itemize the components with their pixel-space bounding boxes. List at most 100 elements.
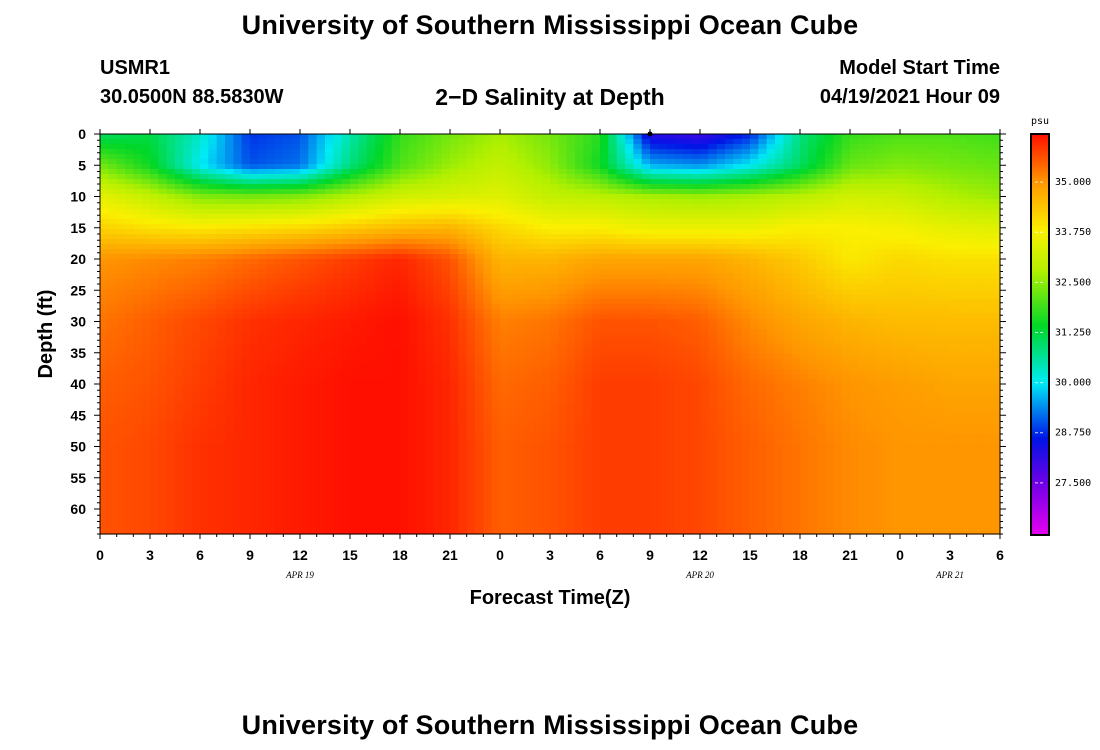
heatmap-cell: [525, 314, 534, 320]
heatmap-cell: [641, 174, 651, 180]
heatmap-cell: [166, 344, 176, 350]
heatmap-cell: [841, 324, 851, 330]
heatmap-cell: [908, 184, 918, 190]
heatmap-cell: [283, 264, 293, 270]
heatmap-cell: [308, 314, 318, 320]
heatmap-cell: [441, 229, 451, 235]
heatmap-cell: [625, 314, 634, 320]
heatmap-cell: [325, 184, 334, 190]
heatmap-cell: [833, 224, 843, 230]
heatmap-cell: [800, 214, 809, 220]
heatmap-cell: [133, 294, 143, 300]
heatmap-cell: [950, 169, 959, 175]
heatmap-cell: [675, 154, 684, 160]
heatmap-cell: [658, 244, 668, 250]
heatmap-cell: [166, 174, 176, 180]
heatmap-cell: [333, 204, 343, 210]
heatmap-cell: [558, 214, 568, 220]
heatmap-cell: [858, 169, 868, 175]
heatmap-cell: [208, 364, 218, 370]
heatmap-cell: [250, 229, 259, 235]
heatmap-cell: [491, 234, 501, 240]
heatmap-cell: [500, 259, 509, 265]
heatmap-cell: [991, 184, 1001, 190]
heatmap-cell: [250, 164, 259, 170]
heatmap-cell: [925, 349, 934, 355]
heatmap-cell: [458, 219, 468, 225]
heatmap-cell: [666, 229, 676, 235]
heatmap-cell: [100, 134, 109, 140]
heatmap-cell: [408, 139, 418, 145]
heatmap-cell: [316, 169, 326, 175]
heatmap-cell: [941, 159, 951, 165]
heatmap-cell: [800, 134, 809, 140]
heatmap-cell: [766, 179, 776, 185]
heatmap-cell: [625, 234, 634, 240]
heatmap-cell: [925, 309, 934, 315]
heatmap-cell: [916, 274, 926, 280]
heatmap-cell: [825, 219, 834, 225]
heatmap-cell: [758, 214, 768, 220]
heatmap-cell: [700, 354, 709, 360]
heatmap-cell: [583, 144, 593, 150]
heatmap-cell: [500, 229, 509, 235]
heatmap-cell: [175, 294, 184, 300]
heatmap-cell: [325, 174, 334, 180]
heatmap-cell: [666, 324, 676, 330]
heatmap-cell: [366, 144, 376, 150]
heatmap-cell: [575, 149, 584, 155]
heatmap-cell: [991, 344, 1001, 350]
heatmap-cell: [841, 289, 851, 295]
heatmap-cell: [533, 264, 543, 270]
heatmap-cell: [133, 234, 143, 240]
heatmap-cell: [750, 154, 759, 160]
heatmap-cell: [200, 224, 209, 230]
heatmap-cell: [600, 299, 609, 305]
heatmap-cell: [408, 304, 418, 310]
heatmap-cell: [958, 259, 968, 265]
heatmap-cell: [825, 209, 834, 215]
heatmap-cell: [308, 229, 318, 235]
heatmap-cell: [966, 239, 976, 245]
heatmap-cell: [266, 344, 276, 350]
heatmap-cell: [833, 194, 843, 200]
heatmap-cell: [800, 154, 809, 160]
heatmap-cell: [558, 249, 568, 255]
heatmap-cell: [300, 144, 309, 150]
heatmap-cell: [225, 359, 234, 365]
heatmap-cell: [225, 224, 234, 230]
heatmap-cell: [741, 304, 751, 310]
heatmap-cell: [908, 334, 918, 340]
heatmap-cell: [425, 294, 434, 300]
heatmap-cell: [641, 199, 651, 205]
heatmap-cell: [766, 334, 776, 340]
heatmap-cell: [558, 359, 568, 365]
heatmap-cell: [850, 144, 859, 150]
heatmap-cell: [183, 284, 193, 290]
heatmap-cell: [883, 239, 893, 245]
heatmap-cell: [750, 349, 759, 355]
heatmap-cell: [650, 264, 659, 270]
heatmap-cell: [191, 289, 201, 295]
heatmap-cell: [133, 134, 143, 140]
heatmap-cell: [783, 204, 793, 210]
heatmap-cell: [291, 159, 301, 165]
heatmap-cell: [608, 139, 618, 145]
heatmap-cell: [683, 144, 693, 150]
heatmap-cell: [450, 284, 459, 290]
heatmap-cell: [575, 309, 584, 315]
heatmap-cell: [716, 274, 726, 280]
heatmap-cell: [483, 169, 493, 175]
heatmap-cell: [391, 329, 401, 335]
heatmap-cell: [816, 209, 826, 215]
heatmap-cell: [350, 149, 359, 155]
heatmap-cell: [150, 294, 159, 300]
heatmap-cell: [575, 184, 584, 190]
heatmap-cell: [433, 309, 443, 315]
heatmap-cell: [441, 244, 451, 250]
heatmap-cell: [733, 189, 743, 195]
heatmap-cell: [183, 189, 193, 195]
heatmap-cell: [441, 214, 451, 220]
heatmap-cell: [233, 314, 243, 320]
heatmap-cell: [166, 259, 176, 265]
